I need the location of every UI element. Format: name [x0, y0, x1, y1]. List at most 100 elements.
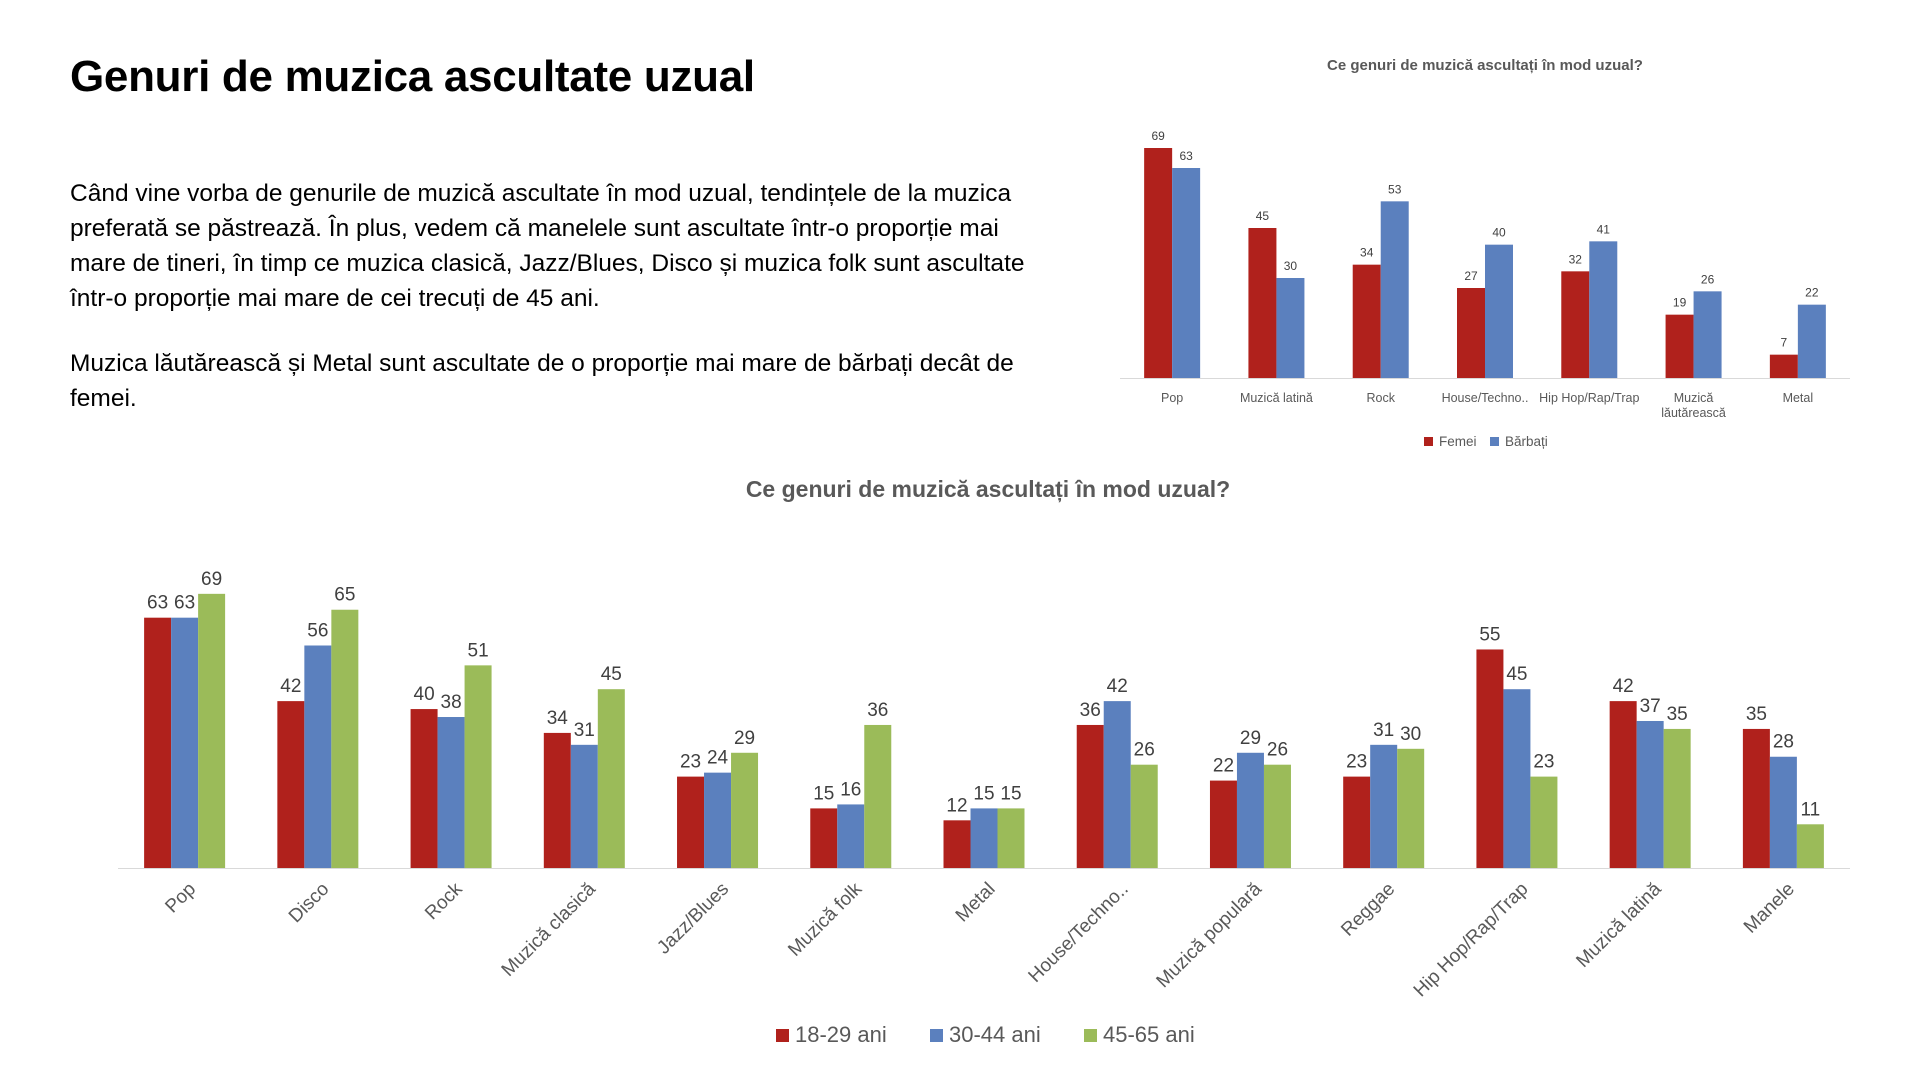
- category-label-pop: Pop: [161, 879, 200, 918]
- category-label-jazz-blues: Jazz/Blues: [653, 879, 733, 959]
- data-label-30-44-ani-muzica-latina: 37: [1640, 696, 1661, 717]
- legend-swatch-femei: [1424, 437, 1433, 446]
- category-label-muzica-lautareasca-line1: Muzică: [1674, 391, 1714, 405]
- gender-paragraph: Muzica lăutărească și Metal sunt asculta…: [70, 350, 1014, 412]
- bar-barbati-muzica-latina: [1276, 278, 1305, 378]
- legend-label-femei: Femei: [1439, 434, 1477, 449]
- category-label-pop: Pop: [1161, 391, 1183, 405]
- data-label-femei-metal: 7: [1781, 336, 1788, 350]
- data-label-30-44-ani-muzica-folk: 16: [840, 779, 861, 800]
- bar-femei-muzica-latina: [1248, 228, 1277, 378]
- category-label-muzica-populara: Muzică populară: [1153, 878, 1267, 992]
- data-label-30-44-ani-pop: 63: [174, 593, 195, 614]
- bar-18-29-ani-reggae: [1343, 776, 1371, 868]
- data-label-barbati-muzica-lautareasca: 26: [1701, 272, 1715, 286]
- category-label-muzica-clasica: Muzică clasică: [498, 878, 601, 981]
- bar-45-65-ani-muzica-populara: [1263, 764, 1291, 868]
- bar-45-65-ani-hip-hop-rap-trap: [1530, 776, 1558, 868]
- data-label-45-65-ani-reggae: 30: [1400, 724, 1421, 745]
- bar-18-29-ani-hip-hop-rap-trap: [1476, 649, 1504, 868]
- data-label-30-44-ani-metal: 15: [973, 783, 994, 804]
- bar-femei-hip-hop-rap-trap: [1561, 271, 1590, 378]
- bar-18-29-ani-muzica-populara: [1209, 780, 1237, 868]
- data-label-18-29-ani-metal: 12: [946, 795, 967, 816]
- data-label-18-29-ani-jazz-blues: 23: [680, 752, 701, 773]
- bar-18-29-ani-manele: [1742, 728, 1770, 868]
- data-label-45-65-ani-muzica-clasica: 45: [601, 664, 622, 685]
- data-label-45-65-ani-muzica-populara: 26: [1267, 740, 1288, 761]
- data-label-18-29-ani-rock: 40: [414, 684, 435, 705]
- bar-30-44-ani-reggae: [1370, 744, 1398, 868]
- bar-18-29-ani-rock: [410, 709, 438, 868]
- bar-18-29-ani-muzica-latina: [1609, 701, 1637, 868]
- intro-paragraph: Când vine vorba de genurile de muzică as…: [70, 180, 1025, 312]
- data-label-45-65-ani-pop: 69: [201, 569, 222, 590]
- category-label-hip-hop-rap-trap: Hip Hop/Rap/Trap: [1539, 391, 1639, 405]
- bar-30-44-ani-muzica-populara: [1236, 752, 1264, 868]
- bar-18-29-ani-house-techno: [1076, 724, 1104, 868]
- data-label-18-29-ani-manele: 35: [1746, 704, 1767, 725]
- bar-30-44-ani-disco: [304, 645, 332, 868]
- bar-30-44-ani-pop: [171, 617, 199, 868]
- bar-30-44-ani-muzica-clasica: [570, 744, 598, 868]
- legend-swatch-45-65-ani: [1084, 1029, 1097, 1042]
- data-label-barbati-rock: 53: [1388, 182, 1402, 196]
- data-label-45-65-ani-jazz-blues: 29: [734, 728, 755, 749]
- data-label-femei-pop: 69: [1151, 129, 1165, 143]
- bar-femei-rock: [1352, 264, 1381, 378]
- data-label-45-65-ani-house-techno: 26: [1134, 740, 1155, 761]
- bar-45-65-ani-muzica-latina: [1663, 728, 1691, 868]
- data-label-barbati-hip-hop-rap-trap: 41: [1597, 222, 1611, 236]
- bar-barbati-pop: [1172, 168, 1201, 378]
- data-label-femei-hip-hop-rap-trap: 32: [1569, 252, 1583, 266]
- data-label-45-65-ani-metal: 15: [1000, 783, 1021, 804]
- bar-30-44-ani-metal: [970, 808, 998, 868]
- category-label-disco: Disco: [285, 879, 333, 927]
- data-label-18-29-ani-house-techno: 36: [1080, 700, 1101, 721]
- data-label-45-65-ani-muzica-latina: 35: [1667, 704, 1688, 725]
- bar-45-65-ani-muzica-clasica: [597, 689, 625, 868]
- category-label-reggae: Reggae: [1337, 879, 1399, 941]
- data-label-30-44-ani-house-techno: 42: [1107, 676, 1128, 697]
- slide-title: Genuri de muzica ascultate uzual: [70, 52, 755, 101]
- data-label-45-65-ani-manele: 11: [1801, 799, 1821, 820]
- bar-45-65-ani-muzica-folk: [864, 724, 892, 868]
- bar-45-65-ani-reggae: [1397, 748, 1425, 868]
- category-label-muzica-folk: Muzică folk: [784, 878, 866, 960]
- bar-30-44-ani-hip-hop-rap-trap: [1503, 689, 1531, 868]
- data-label-18-29-ani-reggae: 23: [1346, 752, 1367, 773]
- category-label-rock: Rock: [421, 878, 467, 924]
- data-label-30-44-ani-hip-hop-rap-trap: 45: [1506, 664, 1527, 685]
- data-label-30-44-ani-disco: 56: [307, 620, 328, 641]
- category-label-house-techno: House/Techno..: [1025, 879, 1133, 987]
- data-label-30-44-ani-jazz-blues: 24: [707, 748, 729, 769]
- bar-45-65-ani-disco: [331, 609, 359, 868]
- data-label-18-29-ani-muzica-clasica: 34: [547, 708, 569, 729]
- data-label-30-44-ani-rock: 38: [441, 692, 462, 713]
- bar-femei-muzica-lautareasca: [1665, 314, 1694, 378]
- bar-30-44-ani-muzica-folk: [837, 804, 865, 868]
- bar-45-65-ani-manele: [1796, 824, 1824, 868]
- category-label-rock: Rock: [1366, 391, 1395, 405]
- bar-45-65-ani-jazz-blues: [731, 752, 759, 868]
- data-label-femei-rock: 34: [1360, 246, 1374, 260]
- bar-30-44-ani-manele: [1769, 756, 1797, 868]
- data-label-18-29-ani-muzica-folk: 15: [813, 783, 834, 804]
- chart-title: Ce genuri de muzică ascultați în mod uzu…: [1327, 57, 1643, 74]
- bar-30-44-ani-house-techno: [1103, 701, 1131, 868]
- data-label-18-29-ani-muzica-populara: 22: [1213, 756, 1234, 777]
- legend-label-barbati: Bărbați: [1505, 434, 1548, 449]
- bar-45-65-ani-metal: [997, 808, 1025, 868]
- data-label-30-44-ani-muzica-populara: 29: [1240, 728, 1261, 749]
- data-label-45-65-ani-disco: 65: [334, 585, 355, 606]
- bar-45-65-ani-house-techno: [1130, 764, 1158, 868]
- category-label-muzica-lautareasca-line2: lăutărească: [1661, 406, 1726, 420]
- data-label-30-44-ani-reggae: 31: [1373, 720, 1394, 741]
- bar-barbati-rock: [1380, 201, 1409, 378]
- data-label-18-29-ani-pop: 63: [147, 593, 168, 614]
- bar-femei-house-techno: [1457, 288, 1485, 378]
- data-label-barbati-house-techno: 40: [1492, 226, 1506, 240]
- bar-18-29-ani-disco: [277, 701, 305, 868]
